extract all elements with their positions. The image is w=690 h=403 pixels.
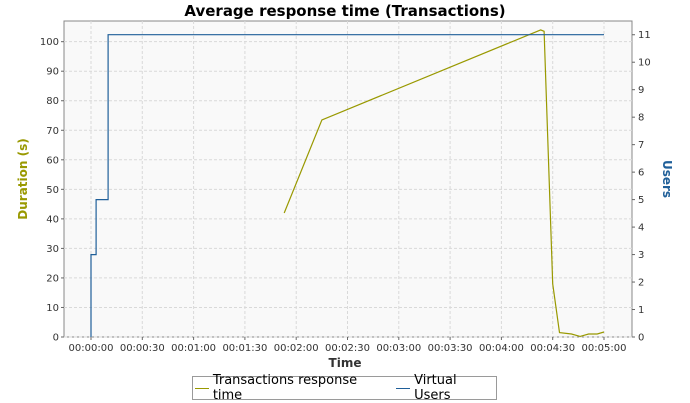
x-tick-label: 00:02:00: [274, 343, 319, 354]
x-tick-label: 00:01:30: [222, 343, 267, 354]
y2-axis-title: Users: [660, 160, 674, 198]
x-tick-label: 00:03:00: [376, 343, 421, 354]
y2-tick-label: 7: [638, 140, 644, 151]
series-line-virtual-users: [90, 34, 604, 337]
legend-item-transactions: Transactions response time: [193, 373, 388, 403]
y2-tick-label: 4: [638, 223, 644, 234]
x-tick-label: 00:00:30: [120, 343, 165, 354]
y-tick-label: 50: [46, 185, 59, 196]
y2-tick-label: 0: [638, 333, 644, 344]
y-tick-label: 40: [46, 214, 59, 225]
legend-swatch-virtual-users: [396, 387, 411, 389]
x-tick-label: 00:02:30: [325, 343, 370, 354]
y2-tick-label: 3: [638, 250, 644, 261]
legend: Transactions response time Virtual Users: [192, 373, 497, 403]
y2-tick-label: 10: [638, 58, 651, 69]
y-tick-label: 0: [53, 333, 59, 344]
y-tick-label: 20: [46, 273, 59, 284]
y2-tick-label: 8: [638, 113, 644, 124]
legend-label-transactions: Transactions response time: [212, 373, 358, 403]
y2-tick-label: 2: [638, 278, 644, 289]
y-axis-title: Duration (s): [16, 138, 30, 219]
y-tick-label: 30: [46, 244, 59, 255]
x-tick-label: 00:01:00: [171, 343, 216, 354]
y2-tick-label: 11: [638, 30, 651, 41]
y2-tick-label: 5: [638, 195, 644, 206]
y2-tick-label: 1: [638, 305, 644, 316]
x-tick-label: 00:05:00: [582, 343, 627, 354]
x-tick-label: 00:04:00: [479, 343, 524, 354]
y2-tick-label: 9: [638, 85, 644, 96]
series-line-transactions: [283, 29, 605, 338]
y-tick-label: 70: [46, 126, 59, 137]
x-tick-label: 00:00:00: [69, 343, 114, 354]
y2-tick-label: 6: [638, 168, 644, 179]
y-tick-label: 60: [46, 155, 59, 166]
y-tick-label: 90: [46, 67, 59, 78]
chart-title: Average response time (Transactions): [184, 2, 505, 20]
legend-swatch-transactions: [195, 387, 209, 389]
x-tick-label: 00:03:30: [428, 343, 473, 354]
y-tick-label: 10: [46, 303, 59, 314]
legend-item-virtual-users: Virtual Users: [394, 373, 496, 403]
x-axis-title: Time: [329, 356, 362, 370]
y-tick-label: 80: [46, 96, 59, 107]
x-tick-label: 00:04:30: [530, 343, 575, 354]
y-tick-label: 100: [40, 37, 59, 48]
legend-label-virtual-users: Virtual Users: [414, 373, 457, 403]
